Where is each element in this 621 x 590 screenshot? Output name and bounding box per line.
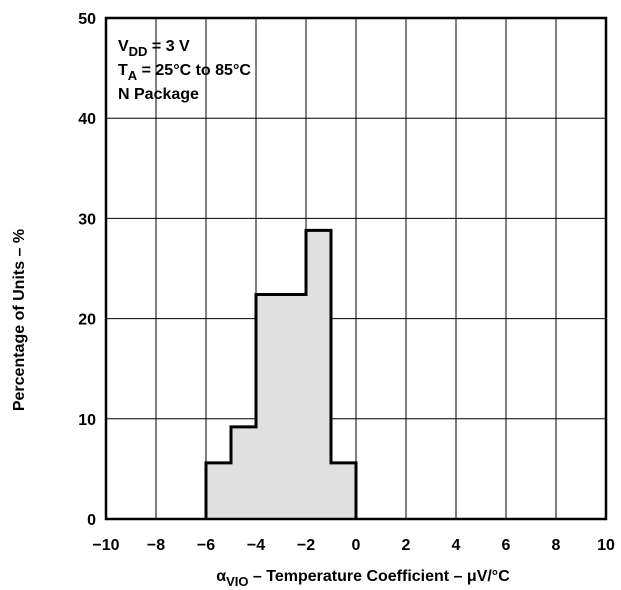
- legend-line-ta: TA = 25°C to 85°C: [118, 62, 251, 83]
- legend-line-vdd: VDD = 3 V: [118, 38, 190, 59]
- histogram-bars: [204, 228, 358, 519]
- plot-frame: [104, 16, 608, 521]
- histogram-bar: [331, 462, 356, 519]
- y-tick-label: 0: [87, 512, 96, 529]
- x-tick-label: 4: [452, 537, 461, 554]
- x-tick-label: −2: [297, 537, 315, 554]
- y-tick-label: 10: [78, 412, 96, 429]
- x-tick-label: −8: [147, 537, 165, 554]
- y-tick-labels: 0 10 20 30 40 50: [78, 11, 96, 529]
- x-tick-label: −6: [197, 537, 215, 554]
- x-tick-label: −4: [247, 537, 265, 554]
- histogram-bar: [256, 294, 281, 519]
- y-tick-label: 20: [78, 312, 96, 329]
- legend-line-package: N Package: [118, 86, 199, 103]
- y-axis-title: Percentage of Units – %: [11, 229, 28, 411]
- histogram-bar: [281, 294, 306, 519]
- histogram-bar: [306, 230, 331, 519]
- x-tick-label: 0: [352, 537, 361, 554]
- legend-box: VDD = 3 V TA = 25°C to 85°C N Package: [118, 38, 251, 103]
- x-tick-label: 2: [402, 537, 411, 554]
- histogram-outline: [204, 228, 358, 519]
- x-tick-label: 10: [597, 537, 615, 554]
- y-tick-label: 40: [78, 111, 96, 128]
- x-tick-labels: −10 −8 −6 −4 −2 0 2 4 6 8 10: [92, 537, 615, 554]
- histogram-bar: [206, 462, 231, 519]
- y-tick-label: 30: [78, 211, 96, 228]
- plot-border: [104, 16, 608, 521]
- x-tick-label: 8: [552, 537, 561, 554]
- y-tick-label: 50: [78, 11, 96, 28]
- histogram-bar: [231, 426, 256, 519]
- x-tick-label: −10: [92, 537, 119, 554]
- x-tick-label: 6: [502, 537, 511, 554]
- x-axis-title: αVIO – Temperature Coefficient – μV/°C: [216, 568, 510, 589]
